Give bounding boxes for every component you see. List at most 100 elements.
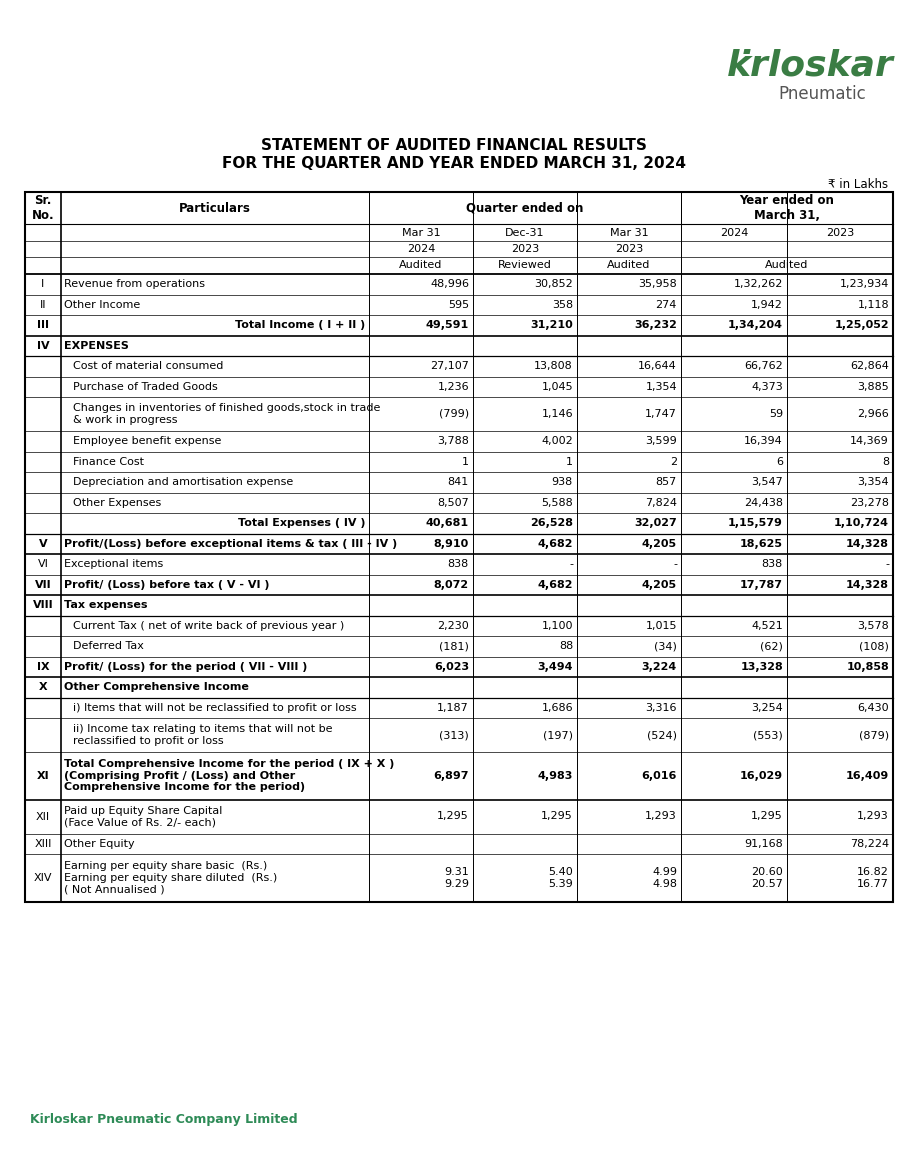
Text: 1,045: 1,045 [542, 382, 573, 391]
Text: 23,278: 23,278 [850, 497, 889, 508]
Text: 16,644: 16,644 [638, 361, 677, 372]
Text: 4,521: 4,521 [751, 621, 783, 631]
Text: 91,168: 91,168 [744, 839, 783, 848]
Text: 66,762: 66,762 [744, 361, 783, 372]
Text: 4,002: 4,002 [541, 436, 573, 447]
Text: 1,942: 1,942 [751, 300, 783, 309]
Text: Profit/(Loss) before exceptional items & tax ( III - IV ): Profit/(Loss) before exceptional items &… [64, 539, 397, 549]
Text: 1,236: 1,236 [437, 382, 469, 391]
Text: 1,747: 1,747 [645, 409, 677, 419]
Text: 2024: 2024 [720, 227, 748, 238]
Text: XII: XII [36, 811, 50, 822]
Text: 838: 838 [448, 560, 469, 569]
Text: III: III [37, 321, 49, 330]
Text: VI: VI [37, 560, 48, 569]
Text: 4,373: 4,373 [751, 382, 783, 391]
Text: 10,858: 10,858 [846, 661, 889, 672]
Text: 3,224: 3,224 [642, 661, 677, 672]
Text: 62,864: 62,864 [850, 361, 889, 372]
Text: 857: 857 [655, 478, 677, 487]
Text: 49,591: 49,591 [425, 321, 469, 330]
Text: Exceptional items: Exceptional items [64, 560, 164, 569]
Text: 3,316: 3,316 [645, 703, 677, 713]
Text: Profit/ (Loss) for the period ( VII - VIII ): Profit/ (Loss) for the period ( VII - VI… [64, 661, 307, 672]
Text: (34): (34) [654, 642, 677, 651]
Text: 3,494: 3,494 [537, 661, 573, 672]
Text: ii) Income tax relating to items that will not be
reclassified to profit or loss: ii) Income tax relating to items that wi… [73, 725, 333, 745]
Text: 841: 841 [448, 478, 469, 487]
Text: Cost of material consumed: Cost of material consumed [73, 361, 224, 372]
Text: 16,029: 16,029 [740, 771, 783, 781]
Text: 5,588: 5,588 [541, 497, 573, 508]
Text: 88: 88 [559, 642, 573, 651]
Text: XIV: XIV [34, 872, 52, 883]
Text: (879): (879) [859, 730, 889, 740]
Text: 16,394: 16,394 [744, 436, 783, 447]
Text: II: II [40, 300, 46, 309]
Text: (62): (62) [760, 642, 783, 651]
Text: I: I [42, 279, 45, 290]
Text: 3,885: 3,885 [857, 382, 889, 391]
Text: 13,808: 13,808 [534, 361, 573, 372]
Text: 1,015: 1,015 [645, 621, 677, 631]
Text: 17,787: 17,787 [740, 579, 783, 590]
Text: 13,328: 13,328 [740, 661, 783, 672]
Text: 30,852: 30,852 [534, 279, 573, 290]
Text: 1,293: 1,293 [645, 811, 677, 822]
Text: IX: IX [36, 661, 49, 672]
Text: 1,34,204: 1,34,204 [728, 321, 783, 330]
Text: Audited: Audited [607, 261, 651, 270]
Text: VIII: VIII [33, 600, 54, 610]
Text: Other Equity: Other Equity [64, 839, 135, 848]
Text: 14,328: 14,328 [846, 539, 889, 549]
Text: 6: 6 [776, 457, 783, 466]
Text: 5.40
5.39: 5.40 5.39 [548, 867, 573, 889]
Text: (524): (524) [647, 730, 677, 740]
Text: (799): (799) [439, 409, 469, 419]
Text: 40,681: 40,681 [426, 518, 469, 529]
Text: i) Items that will not be reclassified to profit or loss: i) Items that will not be reclassified t… [73, 703, 356, 713]
Text: 6,897: 6,897 [434, 771, 469, 781]
Text: 4,205: 4,205 [642, 539, 677, 549]
Text: IV: IV [36, 340, 49, 351]
Text: 3,254: 3,254 [751, 703, 783, 713]
Text: Depreciation and amortisation expense: Depreciation and amortisation expense [73, 478, 294, 487]
Text: 1,293: 1,293 [857, 811, 889, 822]
Text: Other Income: Other Income [64, 300, 140, 309]
Text: Mar 31: Mar 31 [402, 227, 440, 238]
Text: 595: 595 [448, 300, 469, 309]
Text: 14,328: 14,328 [846, 579, 889, 590]
Text: Current Tax ( net of write back of previous year ): Current Tax ( net of write back of previ… [73, 621, 345, 631]
Text: 358: 358 [552, 300, 573, 309]
Text: Employee benefit expense: Employee benefit expense [73, 436, 222, 447]
Text: Audited: Audited [399, 261, 443, 270]
Text: 16.82
16.77: 16.82 16.77 [857, 867, 889, 889]
Text: XI: XI [36, 771, 49, 781]
Text: VII: VII [35, 579, 51, 590]
Text: 7,824: 7,824 [645, 497, 677, 508]
Text: 18,625: 18,625 [740, 539, 783, 549]
Text: 1,295: 1,295 [751, 811, 783, 822]
Text: 14,369: 14,369 [850, 436, 889, 447]
Text: 1,23,934: 1,23,934 [840, 279, 889, 290]
Text: Mar 31: Mar 31 [610, 227, 648, 238]
Text: 3,788: 3,788 [437, 436, 469, 447]
Text: Dec-31: Dec-31 [505, 227, 544, 238]
Text: 2023: 2023 [614, 243, 644, 254]
Text: 1,295: 1,295 [437, 811, 469, 822]
Text: 31,210: 31,210 [530, 321, 573, 330]
Text: Tax expenses: Tax expenses [64, 600, 147, 610]
Text: Changes in inventories of finished goods,stock in trade
& work in progress: Changes in inventories of finished goods… [73, 403, 380, 425]
Text: Total Expenses ( IV ): Total Expenses ( IV ) [237, 518, 365, 529]
Text: -: - [885, 560, 889, 569]
Text: Particulars: Particulars [179, 202, 251, 215]
Text: Quarter ended on: Quarter ended on [466, 202, 584, 215]
Text: X: X [39, 682, 47, 692]
Text: (181): (181) [439, 642, 469, 651]
Text: (553): (553) [754, 730, 783, 740]
Text: 9.31
9.29: 9.31 9.29 [444, 867, 469, 889]
Text: 4.99
4.98: 4.99 4.98 [652, 867, 677, 889]
Text: 3,547: 3,547 [751, 478, 783, 487]
Text: 2024: 2024 [407, 243, 435, 254]
Text: 4,682: 4,682 [537, 579, 573, 590]
